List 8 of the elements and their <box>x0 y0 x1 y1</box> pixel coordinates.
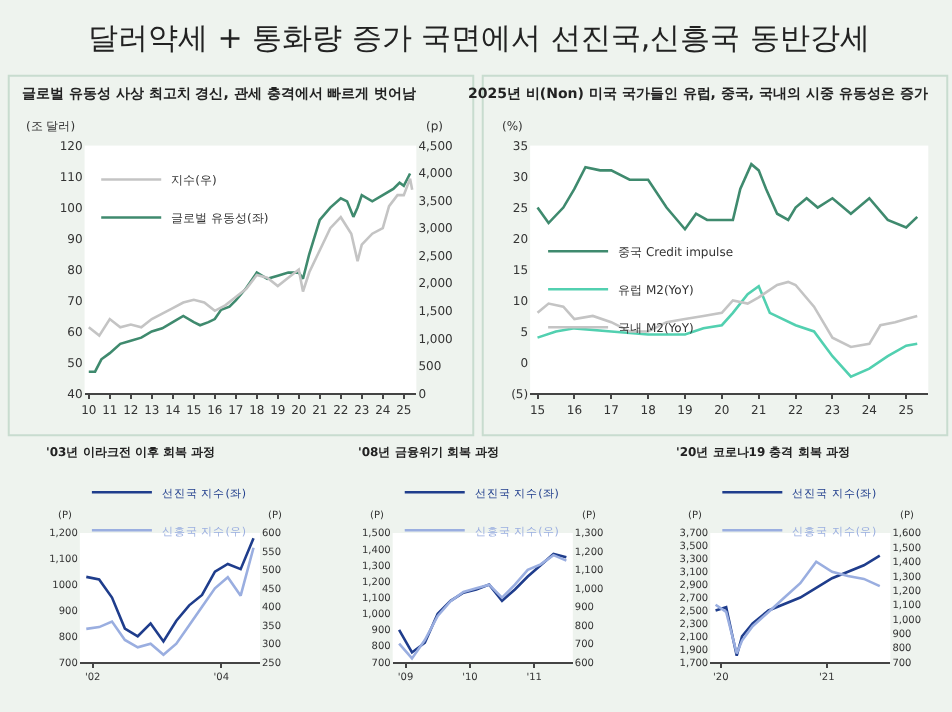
line-series <box>87 177 414 337</box>
line-series <box>536 162 919 231</box>
line-series <box>84 536 255 643</box>
line-series <box>536 284 919 378</box>
line-series <box>84 546 255 657</box>
line-series <box>87 172 412 373</box>
line-series <box>536 280 919 349</box>
text: 달러약세 + 통화량 증가 국면에서 선진국,신흥국 동반강세 <box>88 20 870 56</box>
